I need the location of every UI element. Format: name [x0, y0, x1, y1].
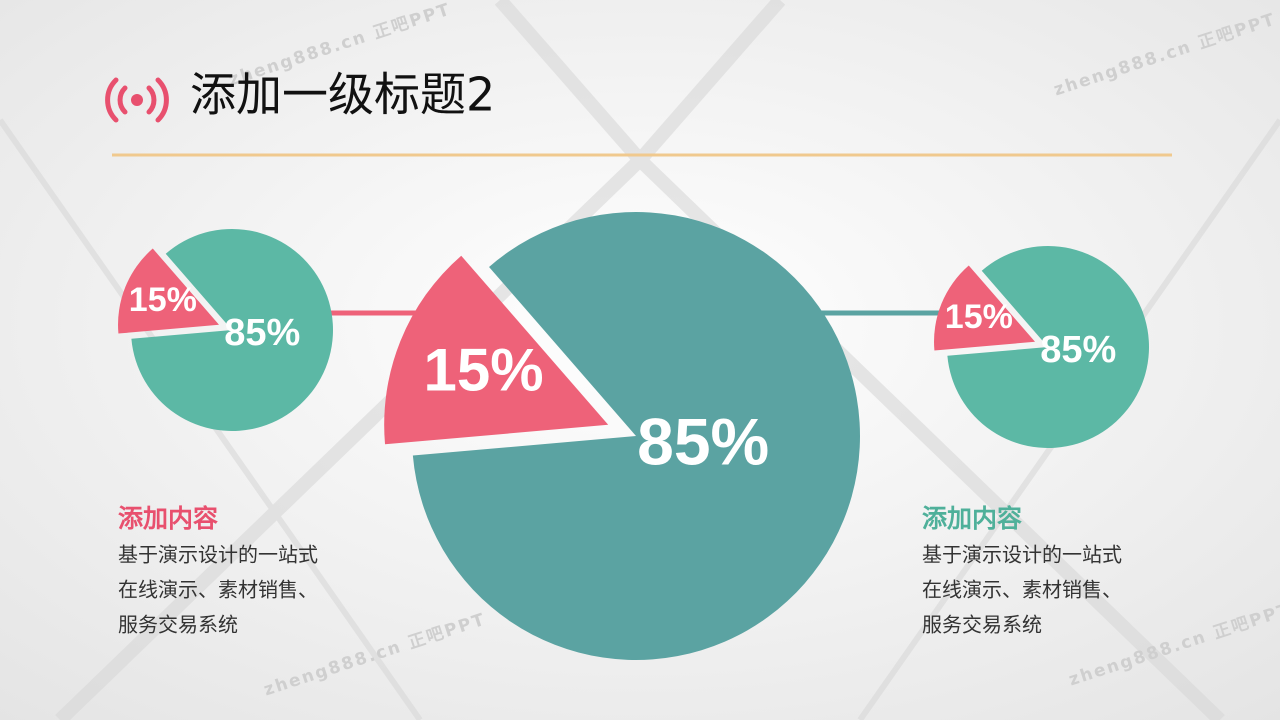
- data-label: 15%: [129, 281, 197, 319]
- data-label: 85%: [224, 312, 300, 354]
- data-label: 85%: [1040, 329, 1116, 371]
- data-label: 15%: [945, 298, 1013, 336]
- data-label: 15%: [424, 336, 544, 403]
- pie-slice: [131, 229, 333, 432]
- block-text: 服务交易系统: [118, 613, 238, 637]
- charts: 15% 85% 15% 85% 15% 85%: [118, 212, 1149, 661]
- block-heading: 添加内容: [118, 504, 218, 533]
- pie-chart: 15% 85%: [118, 229, 333, 432]
- title-icon: [105, 77, 169, 123]
- pie-slice: [934, 265, 1036, 351]
- block-heading: 添加内容: [922, 504, 1022, 533]
- block-text: 在线演示、素材销售、: [922, 578, 1122, 602]
- block-text: 基于演示设计的一站式: [118, 543, 318, 567]
- slide-title: 添加一级标题2: [190, 68, 495, 122]
- block-text: 在线演示、素材销售、: [118, 578, 318, 602]
- block-text: 服务交易系统: [922, 613, 1042, 637]
- pie-chart: 15% 85%: [934, 245, 1149, 448]
- data-label: 85%: [637, 405, 769, 479]
- pie-slice: [384, 255, 609, 445]
- pie-slice: [412, 212, 860, 661]
- block-text: 基于演示设计的一站式: [922, 543, 1122, 567]
- pie-chart: 15% 85%: [384, 212, 860, 661]
- pie-slice: [118, 248, 220, 334]
- pie-slice: [947, 245, 1149, 448]
- text-blocks: 添加内容基于演示设计的一站式在线演示、素材销售、服务交易系统添加内容基于演示设计…: [118, 504, 1122, 637]
